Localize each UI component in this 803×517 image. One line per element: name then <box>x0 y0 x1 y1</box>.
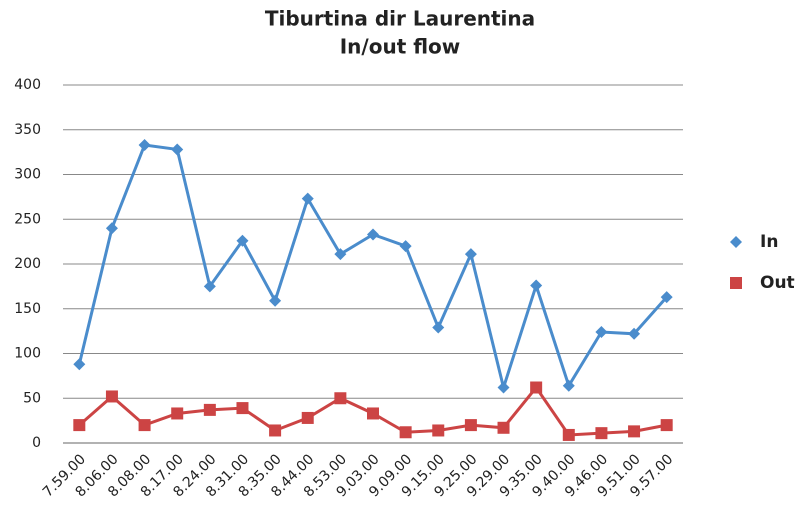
marker <box>73 419 86 432</box>
marker <box>660 291 673 304</box>
marker <box>301 411 314 424</box>
marker <box>105 390 118 403</box>
marker <box>530 381 543 394</box>
marker <box>628 327 641 340</box>
marker <box>203 280 216 293</box>
marker <box>73 358 86 371</box>
marker <box>660 419 673 432</box>
marker <box>269 424 282 437</box>
marker <box>269 294 282 307</box>
marker <box>203 403 216 416</box>
marker <box>595 427 608 440</box>
marker <box>399 240 412 253</box>
marker <box>105 222 118 235</box>
marker <box>399 426 412 439</box>
marker <box>595 326 608 339</box>
legend-label: In <box>760 232 778 252</box>
y-tick-label: 350 <box>14 122 41 138</box>
marker <box>464 419 477 432</box>
marker <box>171 143 184 156</box>
marker <box>367 228 379 241</box>
marker <box>497 421 510 434</box>
legend-label: Out <box>760 273 795 293</box>
marker <box>562 428 575 441</box>
y-tick-label: 150 <box>14 301 41 317</box>
y-tick-label: 0 <box>32 435 41 451</box>
marker <box>497 381 510 394</box>
marker <box>432 424 445 437</box>
legend-marker <box>730 236 742 248</box>
marker <box>138 138 151 151</box>
y-tick-label: 200 <box>14 256 41 272</box>
y-tick-label: 50 <box>23 390 41 406</box>
marker <box>334 248 347 261</box>
marker <box>530 279 543 292</box>
y-tick-label: 400 <box>14 77 41 93</box>
marker <box>367 407 379 420</box>
marker <box>432 321 445 334</box>
y-tick-label: 300 <box>14 167 41 183</box>
chart-subtitle: In/out flow <box>340 35 461 59</box>
line <box>77 143 668 394</box>
marker <box>236 234 249 247</box>
marker <box>236 402 249 415</box>
legend-marker <box>730 277 742 289</box>
marker <box>301 192 314 205</box>
marker <box>562 379 575 392</box>
marker <box>464 248 477 261</box>
marker <box>628 425 641 438</box>
y-tick-label: 100 <box>14 346 41 362</box>
marker <box>334 392 347 405</box>
y-tick-label: 250 <box>14 211 41 227</box>
chart-title: Tiburtina dir Laurentina <box>265 7 535 31</box>
marker <box>138 419 151 432</box>
marker <box>171 407 184 420</box>
